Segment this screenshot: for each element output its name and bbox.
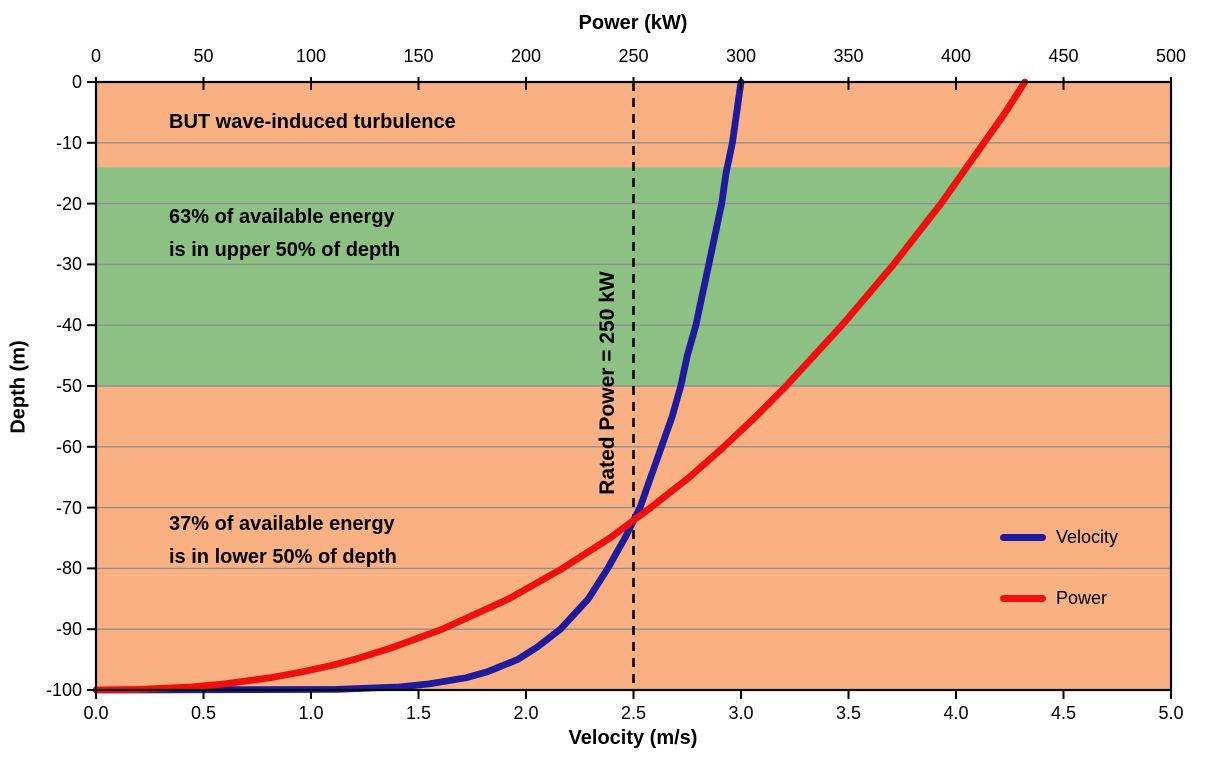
- top-axis-tick-label: 0: [90, 46, 102, 66]
- legend-label-power: Power: [1056, 588, 1108, 608]
- top-axis-tick-label: 500: [1155, 46, 1187, 66]
- legend-item-velocity: Velocity: [1000, 526, 1118, 548]
- bottom-axis-tick-label: 1.5: [405, 703, 432, 723]
- top-axis-tick-label: 450: [1048, 46, 1079, 66]
- left-axis-tick-label: -80: [55, 558, 82, 579]
- annotation-wave-turbulence: BUT wave-induced turbulence: [169, 111, 456, 133]
- bottom-axis-tick-label: 3.5: [835, 703, 862, 723]
- velocity-line-swatch: [1000, 533, 1046, 541]
- left-axis-tick-label: -30: [55, 254, 82, 275]
- bottom-axis-tick-label: 0.5: [190, 703, 217, 723]
- legend-label-velocity: Velocity: [1056, 527, 1119, 547]
- top-axis-tick-label: 200: [510, 46, 542, 66]
- left-axis-tick-label: -90: [55, 619, 82, 640]
- top-axis-tick-label: 400: [940, 46, 972, 66]
- top-axis-tick-label: 150: [403, 46, 434, 66]
- series-velocity-line: [92, 78, 745, 694]
- left-axis-tick-label: -40: [55, 315, 82, 336]
- annotation-lower-energy: 37% of available energy is in lower 50% …: [169, 513, 397, 568]
- top-axis-tick-label: 100: [295, 46, 327, 66]
- left-axis-tick-label: -60: [55, 436, 82, 457]
- rated-power-label: Rated Power = 250 kW: [596, 271, 619, 495]
- top-axis-tick-label: 350: [833, 46, 864, 66]
- left-axis-tick-label: 0: [71, 72, 82, 92]
- bottom-axis-tick-label: 1.0: [298, 703, 324, 723]
- top-axis-tick-label: 50: [193, 46, 214, 66]
- bottom-axis-tick-label: 3.0: [728, 703, 754, 723]
- bottom-axis-tick-label: 2.5: [620, 703, 647, 723]
- left-axis-tick-label: -20: [55, 193, 82, 214]
- bottom-axis-tick-label: 2.0: [513, 703, 539, 723]
- top-axis-title: Power (kW): [578, 12, 688, 34]
- series-power-line: [92, 78, 1029, 694]
- power-line-swatch: [1000, 594, 1046, 602]
- left-axis-tick-label: -70: [55, 497, 82, 518]
- left-axis-tick-label: -50: [55, 376, 82, 396]
- left-axis-title: Depth (m): [7, 340, 30, 434]
- bottom-axis-tick-label: 4.0: [943, 703, 969, 723]
- bottom-axis-tick-label: 4.5: [1050, 703, 1077, 723]
- left-axis-tick-label: -100: [45, 680, 82, 700]
- bottom-axis-tick-label: 5.0: [1158, 703, 1184, 723]
- legend-item-power: Power: [1000, 587, 1107, 609]
- top-axis-tick-label: 250: [618, 46, 649, 66]
- bottom-axis-title: Velocity (m/s): [568, 727, 698, 749]
- annotation-upper-energy: 63% of available energy is in upper 50% …: [169, 206, 401, 261]
- top-axis-tick-label: 300: [725, 46, 757, 66]
- left-axis-tick-label: -10: [55, 132, 82, 153]
- bottom-axis-tick-label: 0.0: [83, 703, 109, 723]
